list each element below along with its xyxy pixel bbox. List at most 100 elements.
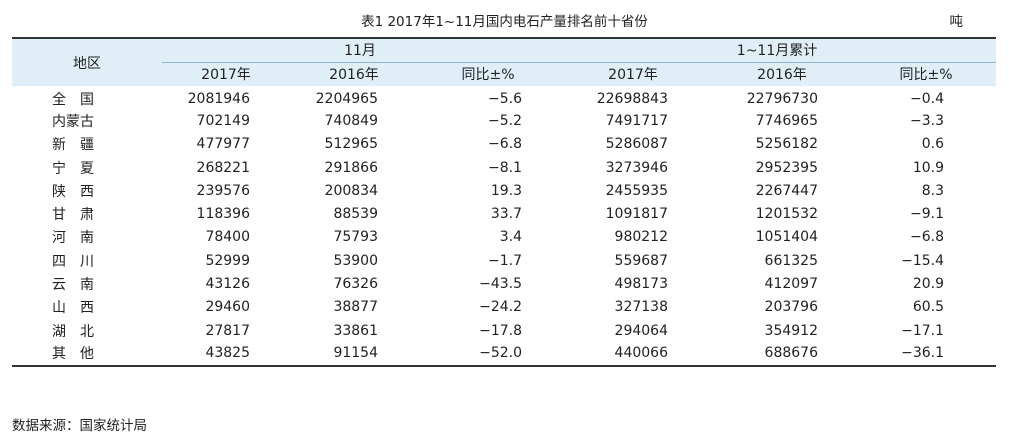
header-nov-2016: 2016年 <box>290 62 418 86</box>
value-cell: 2204965 <box>315 91 378 108</box>
header-ytd-2017: 2017年 <box>558 62 708 86</box>
value-cell: 3273946 <box>605 159 668 176</box>
header-region: 地区 <box>12 38 162 86</box>
value-cell: −43.5 <box>479 276 522 293</box>
region-cell: 湖 北 <box>52 323 94 340</box>
table-row: 甘 肃 118396 88539 33.7 1091817 1201532 −9.1 <box>12 202 996 225</box>
value-cell: 294064 <box>614 322 668 339</box>
value-cell: −17.1 <box>901 322 945 339</box>
value-cell: 1051404 <box>755 229 818 246</box>
value-cell: 661325 <box>764 252 818 269</box>
value-cell: 22796730 <box>746 91 818 108</box>
value-cell: 412097 <box>764 276 818 293</box>
value-cell: 2952395 <box>755 159 818 176</box>
value-cell: 688676 <box>708 342 856 367</box>
region-cell: 其 他 <box>12 342 162 367</box>
value-cell: 0.6 <box>921 136 945 153</box>
table-row: 云 南 43126 76326 −43.5 498173 412097 20.9 <box>12 272 996 295</box>
value-cell: 268221 <box>196 159 250 176</box>
value-cell: 203796 <box>764 299 818 316</box>
header-nov-2017: 2017年 <box>162 62 290 86</box>
header-ytd-yoy: 同比±% <box>856 62 997 86</box>
value-cell: 559687 <box>614 252 668 269</box>
region-cell: 内蒙古 <box>52 113 94 130</box>
value-cell: −15.4 <box>901 252 945 269</box>
unit-label: 吨 <box>949 14 964 30</box>
value-cell: −1.7 <box>488 252 522 269</box>
value-cell: 7746965 <box>755 112 818 129</box>
value-cell: 33861 <box>333 322 378 339</box>
value-cell: 7491717 <box>605 112 668 129</box>
value-cell: 60.5 <box>912 299 945 316</box>
value-cell: 38877 <box>333 299 378 316</box>
value-cell: 27817 <box>205 322 250 339</box>
region-cell: 新 疆 <box>52 137 94 154</box>
region-cell: 宁 夏 <box>52 160 94 177</box>
table-row: 陕 西 239576 200834 19.3 2455935 2267447 8.3 <box>12 179 996 202</box>
table-row: 湖 北 27817 33861 −17.8 294064 354912 −17.1 <box>12 319 996 342</box>
value-cell: −3.3 <box>910 112 945 129</box>
header-nov-yoy: 同比±% <box>418 62 558 86</box>
table-row: 其 他 43825 91154 −52.0 440066 688676 −36.1 <box>12 342 997 367</box>
value-cell: 33.7 <box>490 206 522 223</box>
table-title: 表1 2017年1~11月国内电石产量排名前十省份 <box>361 14 648 30</box>
value-cell: −24.2 <box>479 299 522 316</box>
value-cell: 52999 <box>205 252 250 269</box>
value-cell: −5.2 <box>488 112 522 129</box>
table-row: 河 南 78400 75793 3.4 980212 1051404 −6.8 <box>12 226 996 249</box>
value-cell: 702149 <box>196 112 250 129</box>
region-cell: 河 南 <box>52 230 94 247</box>
region-cell: 全 国 <box>52 92 94 109</box>
value-cell: 53900 <box>333 252 378 269</box>
value-cell: 75793 <box>333 229 378 246</box>
value-cell: 2081946 <box>187 91 250 108</box>
header-ytd-2016: 2016年 <box>708 62 856 86</box>
value-cell: −6.8 <box>488 136 522 153</box>
table-row: 宁 夏 268221 291866 −8.1 3273946 2952395 10.9 <box>12 156 996 179</box>
value-cell: −9.1 <box>910 206 945 223</box>
value-cell: 440066 <box>558 342 708 367</box>
value-cell: 291866 <box>324 159 378 176</box>
value-cell: 980212 <box>614 229 668 246</box>
value-cell: 43126 <box>205 276 250 293</box>
value-cell: 43825 <box>162 342 290 367</box>
table-row: 山 西 29460 38877 −24.2 327138 203796 60.5 <box>12 296 996 319</box>
value-cell: 477977 <box>196 136 250 153</box>
header-group-november: 11月 <box>162 38 558 63</box>
table-row: 内蒙古 702149 740849 −5.2 7491717 7746965 −3.3 <box>12 109 996 132</box>
value-cell: 76326 <box>333 276 378 293</box>
value-cell: 19.3 <box>490 182 522 199</box>
value-cell: 5286087 <box>605 136 668 153</box>
source-note: 数据来源：国家统计局 <box>12 418 147 434</box>
header-group-ytd: 1~11月累计 <box>558 38 997 63</box>
value-cell: 10.9 <box>912 159 945 176</box>
region-cell: 山 西 <box>52 300 94 317</box>
region-cell: 甘 肃 <box>52 207 94 224</box>
table-row: 全 国 2081946 2204965 −5.6 22698843 22796730 −0.… <box>12 86 996 109</box>
region-cell: 陕 西 <box>52 183 94 200</box>
value-cell: 88539 <box>333 206 378 223</box>
value-cell: 78400 <box>205 229 250 246</box>
value-cell: −0.4 <box>910 91 945 108</box>
value-cell: −17.8 <box>479 322 522 339</box>
value-cell: 498173 <box>614 276 668 293</box>
value-cell: 118396 <box>196 206 250 223</box>
value-cell: 3.4 <box>499 229 522 246</box>
value-cell: 200834 <box>324 182 378 199</box>
value-cell: 20.9 <box>912 276 945 293</box>
value-cell: −8.1 <box>488 159 522 176</box>
production-table: 地区 11月 1~11月累计 2017年 2016年 同比±% 2017年 20… <box>12 37 997 367</box>
value-cell: 29460 <box>205 299 250 316</box>
value-cell: −5.6 <box>488 91 522 108</box>
value-cell: 5256182 <box>755 136 818 153</box>
value-cell: 2267447 <box>755 182 818 199</box>
table-row: 新 疆 477977 512965 −6.8 5286087 5256182 0.6 <box>12 133 996 156</box>
region-cell: 云 南 <box>52 277 94 294</box>
value-cell: 354912 <box>764 322 818 339</box>
value-cell: 8.3 <box>921 182 945 199</box>
region-cell: 四 川 <box>52 253 94 270</box>
table-row: 四 川 52999 53900 −1.7 559687 661325 −15.4 <box>12 249 996 272</box>
value-cell: −52.0 <box>418 342 558 367</box>
value-cell: 740849 <box>324 112 378 129</box>
value-cell: 91154 <box>290 342 418 367</box>
